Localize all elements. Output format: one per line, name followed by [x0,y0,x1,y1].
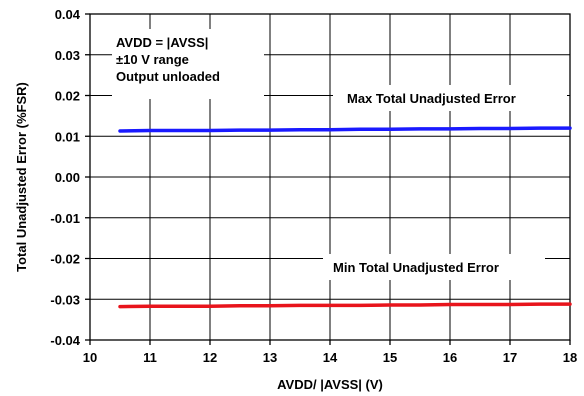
y-tick-label: -0.04 [50,333,80,348]
x-tick-label: 13 [263,350,277,365]
x-tick-labels: 10 11 12 13 14 15 16 17 18 [83,350,577,365]
x-tick-label: 15 [383,350,397,365]
x-tick-label: 10 [83,350,97,365]
y-tick-label: 0.00 [55,170,80,185]
conditions-box: AVDD = |AVSS| ±10 V range Output unloade… [112,29,264,99]
conditions-line-load: Output unloaded [116,69,220,84]
y-tick-label: -0.03 [50,292,80,307]
x-tick-label: 12 [203,350,217,365]
y-tick-labels: 0.04 0.03 0.02 0.01 0.00 -0.01 -0.02 -0.03 -0.04 [50,7,80,348]
max-series-label: Max Total Unadjusted Error [333,85,567,111]
y-tick-label: 0.01 [55,129,80,144]
y-tick-label: 0.03 [55,48,80,63]
conditions-line-range: ±10 V range [116,52,189,67]
series-line-1 [120,304,570,307]
x-tick-label: 18 [563,350,577,365]
x-tick-label: 16 [443,350,457,365]
y-axis-title: Total Unadjusted Error (%FSR) [14,82,29,272]
min-series-label: Min Total Unadjusted Error [323,254,545,280]
x-tick-label: 17 [503,350,517,365]
x-axis-title: AVDD/ |AVSS| (V) [277,377,383,392]
series-line-0 [120,128,570,131]
y-tick-label: 0.04 [55,7,81,22]
min-series-label-text: Min Total Unadjusted Error [333,260,499,275]
max-series-label-text: Max Total Unadjusted Error [347,91,516,106]
x-tick-label: 11 [143,350,157,365]
y-tick-label: -0.02 [50,252,80,267]
y-tick-label: 0.02 [55,89,80,104]
y-tick-label: -0.01 [50,211,80,226]
x-tick-label: 14 [323,350,338,365]
conditions-line-supply: AVDD = |AVSS| [116,35,208,50]
